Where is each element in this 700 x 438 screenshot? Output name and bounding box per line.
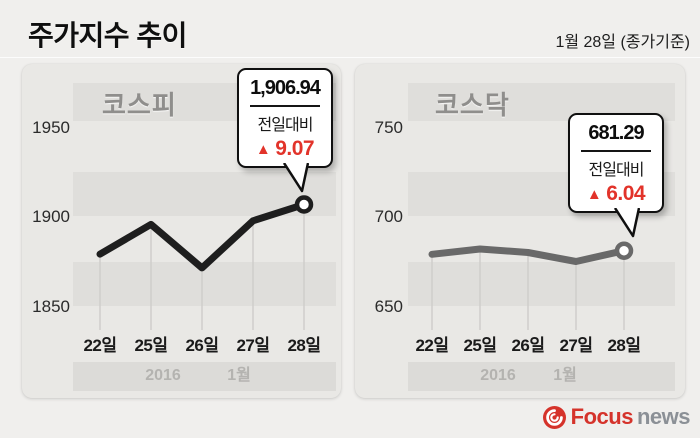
- x-tick: 26일: [511, 336, 545, 355]
- axis-year-label: 2016: [145, 367, 181, 384]
- vs-previous-day-label: 전일대비: [588, 162, 645, 179]
- x-tick: 25일: [134, 336, 168, 355]
- x-tick: 26일: [185, 336, 219, 355]
- x-tick: 28일: [287, 336, 321, 355]
- kospi-line-chart: [96, 195, 314, 330]
- logo-text-focus: Focus: [570, 404, 634, 429]
- x-tick: 27일: [236, 336, 270, 355]
- chart-title-kosdaq: 코스닥: [435, 90, 510, 120]
- x-tick: 22일: [83, 336, 117, 355]
- callout-tail: [614, 208, 640, 238]
- axis-month-label: 1월: [553, 367, 577, 384]
- focus-news-logo: Focus news: [542, 403, 691, 431]
- y-tick: 650: [374, 297, 403, 316]
- callout-tail: [283, 163, 309, 193]
- x-tick: 22일: [415, 336, 449, 355]
- y-tick: 750: [374, 118, 403, 137]
- kospi-delta-value: 9.07: [275, 137, 315, 160]
- kospi-callout: 1,906.94 전일대비 ▲ 9.07: [237, 68, 333, 193]
- logo-text-news: news: [636, 404, 691, 429]
- chart-title-kospi: 코스피: [102, 90, 177, 120]
- up-triangle-icon: ▲: [255, 141, 271, 158]
- y-tick: 700: [374, 207, 403, 226]
- kosdaq-close-value: 681.29: [588, 122, 644, 144]
- y-tick: 1900: [32, 207, 70, 226]
- up-triangle-icon: ▲: [586, 186, 602, 203]
- callout-separator: [581, 150, 651, 152]
- y-tick: 1850: [32, 297, 70, 316]
- date-note: 1월 28일 (종가기준): [555, 34, 690, 51]
- background-stripe: [408, 262, 675, 306]
- kospi-panel: 코스피 1950 1900 1850 22일 25일 26일 27일 28일 2…: [22, 64, 341, 398]
- axis-month-label: 1월: [227, 367, 251, 384]
- kosdaq-line-chart: [428, 241, 634, 330]
- vs-previous-day-label: 전일대비: [257, 117, 314, 134]
- period-axis-band: [73, 362, 336, 391]
- kosdaq-panel: 코스닥 750 700 650 22일 25일 26일 27일 28일 2016…: [355, 64, 685, 398]
- kospi-delta: ▲ 9.07: [239, 137, 331, 161]
- callout-separator: [250, 105, 320, 107]
- kosdaq-callout: 681.29 전일대비 ▲ 6.04: [568, 113, 664, 238]
- kosdaq-delta: ▲ 6.04: [570, 182, 662, 206]
- x-tick: 25일: [463, 336, 497, 355]
- header-divider: [0, 57, 700, 58]
- focus-swirl-icon: [542, 405, 566, 429]
- y-tick: 1950: [32, 118, 70, 137]
- page-title: 주가지수 추이: [28, 20, 187, 51]
- x-tick: 27일: [559, 336, 593, 355]
- kosdaq-delta-value: 6.04: [606, 182, 646, 205]
- axis-year-label: 2016: [480, 367, 516, 384]
- x-tick: 28일: [607, 336, 641, 355]
- period-axis-band: [408, 362, 675, 391]
- kospi-close-value: 1,906.94: [250, 77, 321, 99]
